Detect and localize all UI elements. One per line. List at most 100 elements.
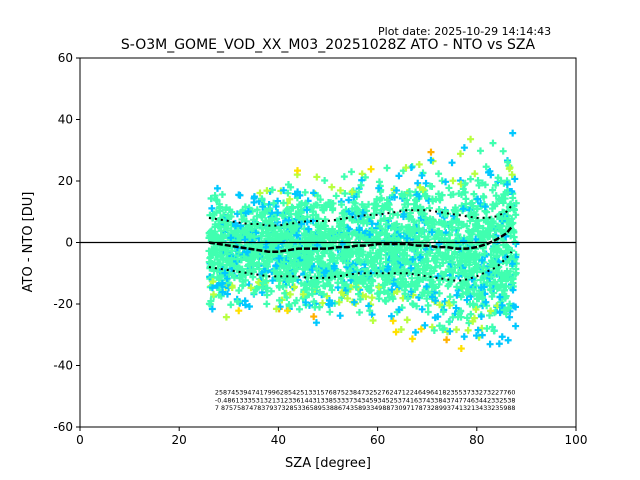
scatter-point [259,203,267,211]
scatter-point [380,271,388,279]
scatter-point [411,233,419,241]
scatter-point [460,144,468,152]
scatter-point [496,293,504,301]
scatter-point [336,186,344,194]
scatter-point [317,235,325,243]
scatter-point [487,223,495,231]
scatter-point [217,227,225,235]
scatter-point [384,204,392,212]
scatter-point [236,191,244,199]
scatter-point [423,283,431,291]
scatter-point [328,286,336,294]
x-tick-label: 20 [172,433,187,447]
scatter-point [368,294,376,302]
scatter-point [255,265,263,273]
scatter-point [412,328,420,336]
scatter-point [383,196,391,204]
scatter-point [258,212,265,220]
scatter-point [288,233,296,241]
scatter-point [238,215,246,223]
scatter-point [255,242,263,250]
scatter-point [209,260,217,268]
scatter-point [414,179,422,187]
scatter-point [221,218,229,226]
scatter-point [472,282,480,290]
scatter-point [241,301,249,309]
scatter-point [362,239,370,247]
scatter-point [364,285,372,293]
scatter-point [457,283,465,291]
scatter-point [377,255,385,263]
scatter-point [488,323,496,331]
scatter-point [285,278,293,286]
scatter-point [284,268,292,276]
scatter-point [213,282,221,290]
chart-title: S-O3M_GOME_VOD_XX_M03_20251028Z ATO - NT… [121,37,536,53]
scatter-point [422,218,430,226]
scatter-point [468,199,476,207]
scatter-point [361,173,369,181]
scatter-point [350,298,358,306]
scatter-point [446,301,454,309]
scatter-point [225,214,233,222]
scatter-point [416,253,424,261]
scatter-point [282,231,290,239]
scatter-point [259,279,267,287]
scatter-point [369,277,377,285]
scatter-point [348,230,356,238]
scatter-point [389,236,397,244]
scatter-point [346,267,354,275]
scatter-point [376,231,384,239]
scatter-point [292,296,300,304]
scatter-point [462,195,470,203]
scatter-point [277,233,285,241]
scatter-point [316,288,324,296]
scatter-point [420,289,428,297]
scatter-point [437,219,445,227]
scatter-point [446,293,454,301]
statistic-lines [80,204,576,282]
y-tick-label: 0 [65,236,73,250]
scatter-point [512,211,520,219]
scatter-point [435,205,443,213]
x-tick-label: 0 [76,433,84,447]
scatter-point [435,170,443,178]
scatter-point [506,267,514,275]
scatter-point [424,301,432,309]
scatter-point [382,258,390,266]
scatter-point [463,222,471,230]
scatter-point [302,272,310,280]
scatter-point [449,274,457,282]
scatter-point [316,196,324,204]
scatter-point [393,287,401,295]
scatter-point [463,296,471,304]
scatter-point [299,215,307,223]
scatter-point [364,251,372,259]
scatter-point [388,286,396,294]
scatter-point [424,235,432,243]
scatter-point [294,260,302,268]
scatter-point [409,300,417,308]
scatter-point [327,227,335,235]
scatter-point [236,234,244,242]
scatter-point [472,332,480,340]
scatter-point [216,215,224,223]
scatter-point [324,262,332,270]
scatter-point [442,268,450,276]
scatter-point [493,244,501,252]
scatter-point [244,261,252,269]
scatter-point [412,282,420,290]
scatter-point [475,181,483,189]
scatter-point [223,256,231,264]
scatter-point [428,293,436,301]
scatter-point [227,227,235,235]
scatter-point [221,232,229,240]
scatter-point [411,225,419,233]
scatter-point [222,206,230,214]
scatter-point [463,274,471,282]
scatter-point [247,221,255,229]
scatter-point [404,294,412,302]
scatter-point [414,265,422,273]
scatter-point [390,221,398,229]
scatter-point [456,150,464,158]
